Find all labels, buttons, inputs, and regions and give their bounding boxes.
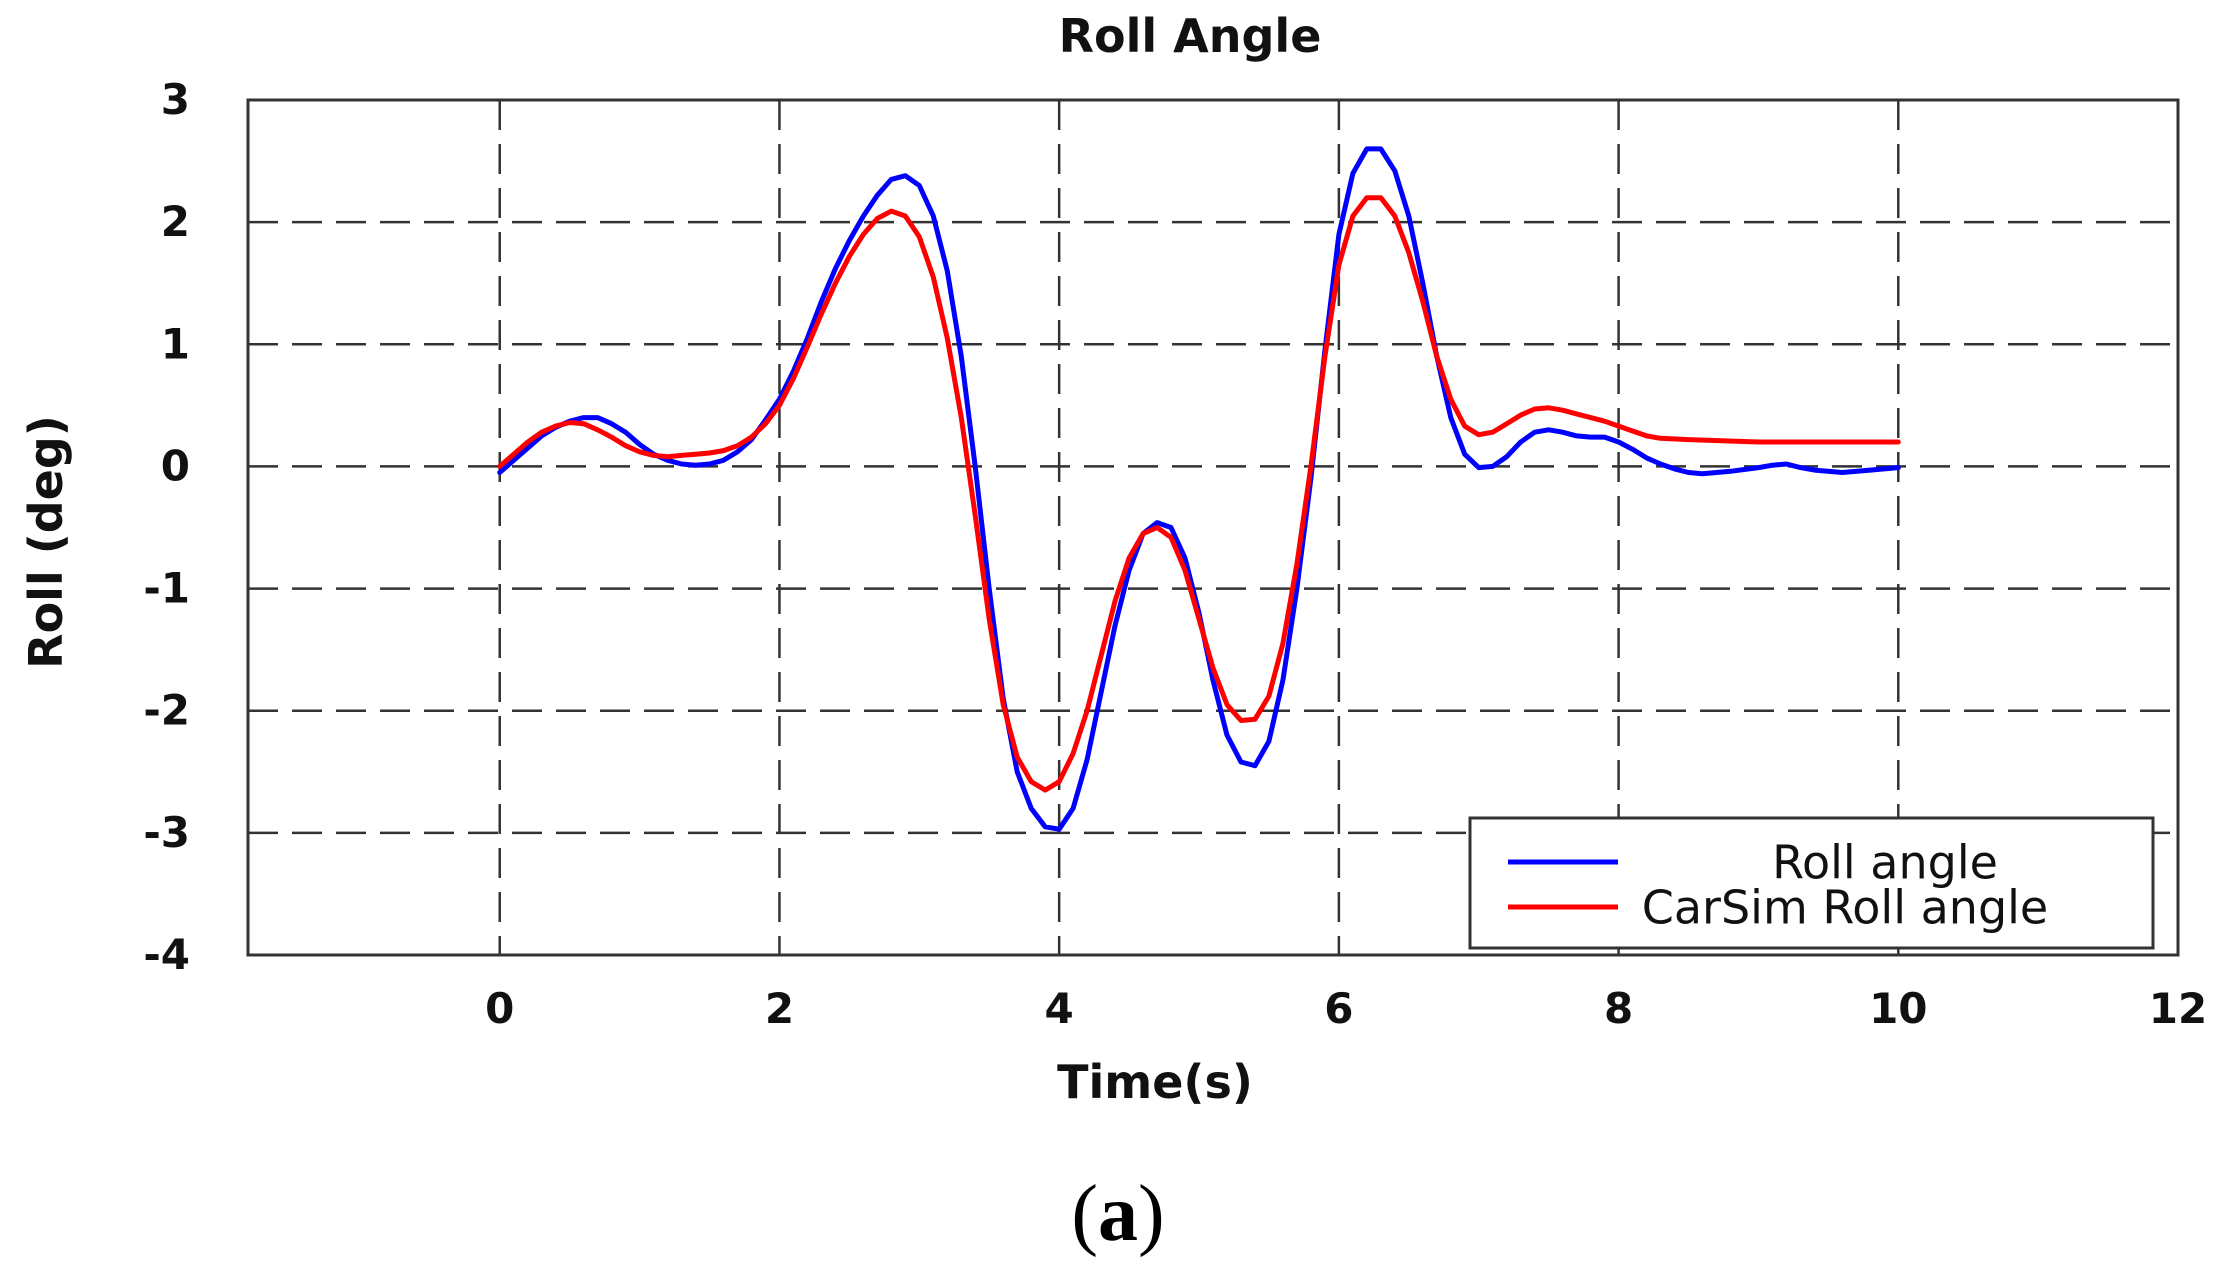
- legend: Roll angle CarSim Roll angle: [1468, 816, 2155, 950]
- y-tick-label-2: 1: [161, 319, 190, 368]
- x-tick-label-2: 4: [1045, 984, 1074, 1033]
- x-tick-label-5: 10: [1869, 984, 1927, 1033]
- y-tick-label-5: -2: [143, 686, 190, 735]
- y-tick-label-6: -3: [143, 808, 190, 857]
- x-tick-label-3: 6: [1324, 984, 1353, 1033]
- x-axis-label: Time(s): [1057, 1055, 1253, 1109]
- y-axis-label: Roll (deg): [19, 415, 73, 669]
- plot-frame: [246, 98, 2180, 957]
- series-line-0: [497, 146, 1901, 832]
- caption-close-paren: ): [1138, 1170, 1165, 1258]
- x-tick-label-6: 12: [2149, 984, 2207, 1033]
- y-tick-label-3: 0: [161, 441, 190, 490]
- y-tick-label-1: 2: [161, 197, 190, 246]
- x-axis-ticks: 0 2 4 6 8 10 12: [485, 984, 2207, 1033]
- caption-letter: a: [1098, 1170, 1138, 1258]
- legend-box: [1468, 816, 2155, 950]
- y-tick-label-7: -4: [143, 930, 190, 979]
- x-tick-label-0: 0: [485, 984, 514, 1033]
- y-tick-label-0: 3: [161, 75, 190, 124]
- x-tick-label-1: 2: [765, 984, 794, 1033]
- y-axis-ticks: 3 2 1 0 -1 -2 -3 -4: [143, 75, 190, 979]
- chart-title: Roll Angle: [1059, 9, 1322, 63]
- x-tick-label-4: 8: [1604, 984, 1633, 1033]
- y-tick-label-4: -1: [143, 564, 190, 613]
- figure-caption: (a): [1071, 1170, 1164, 1258]
- legend-label-roll-angle: Roll angle: [1772, 836, 1998, 890]
- series-lines: [497, 146, 1901, 832]
- legend-label-carsim-roll-angle: CarSim Roll angle: [1642, 881, 2048, 935]
- caption-open-paren: (: [1071, 1170, 1098, 1258]
- series-line-1: [497, 195, 1901, 793]
